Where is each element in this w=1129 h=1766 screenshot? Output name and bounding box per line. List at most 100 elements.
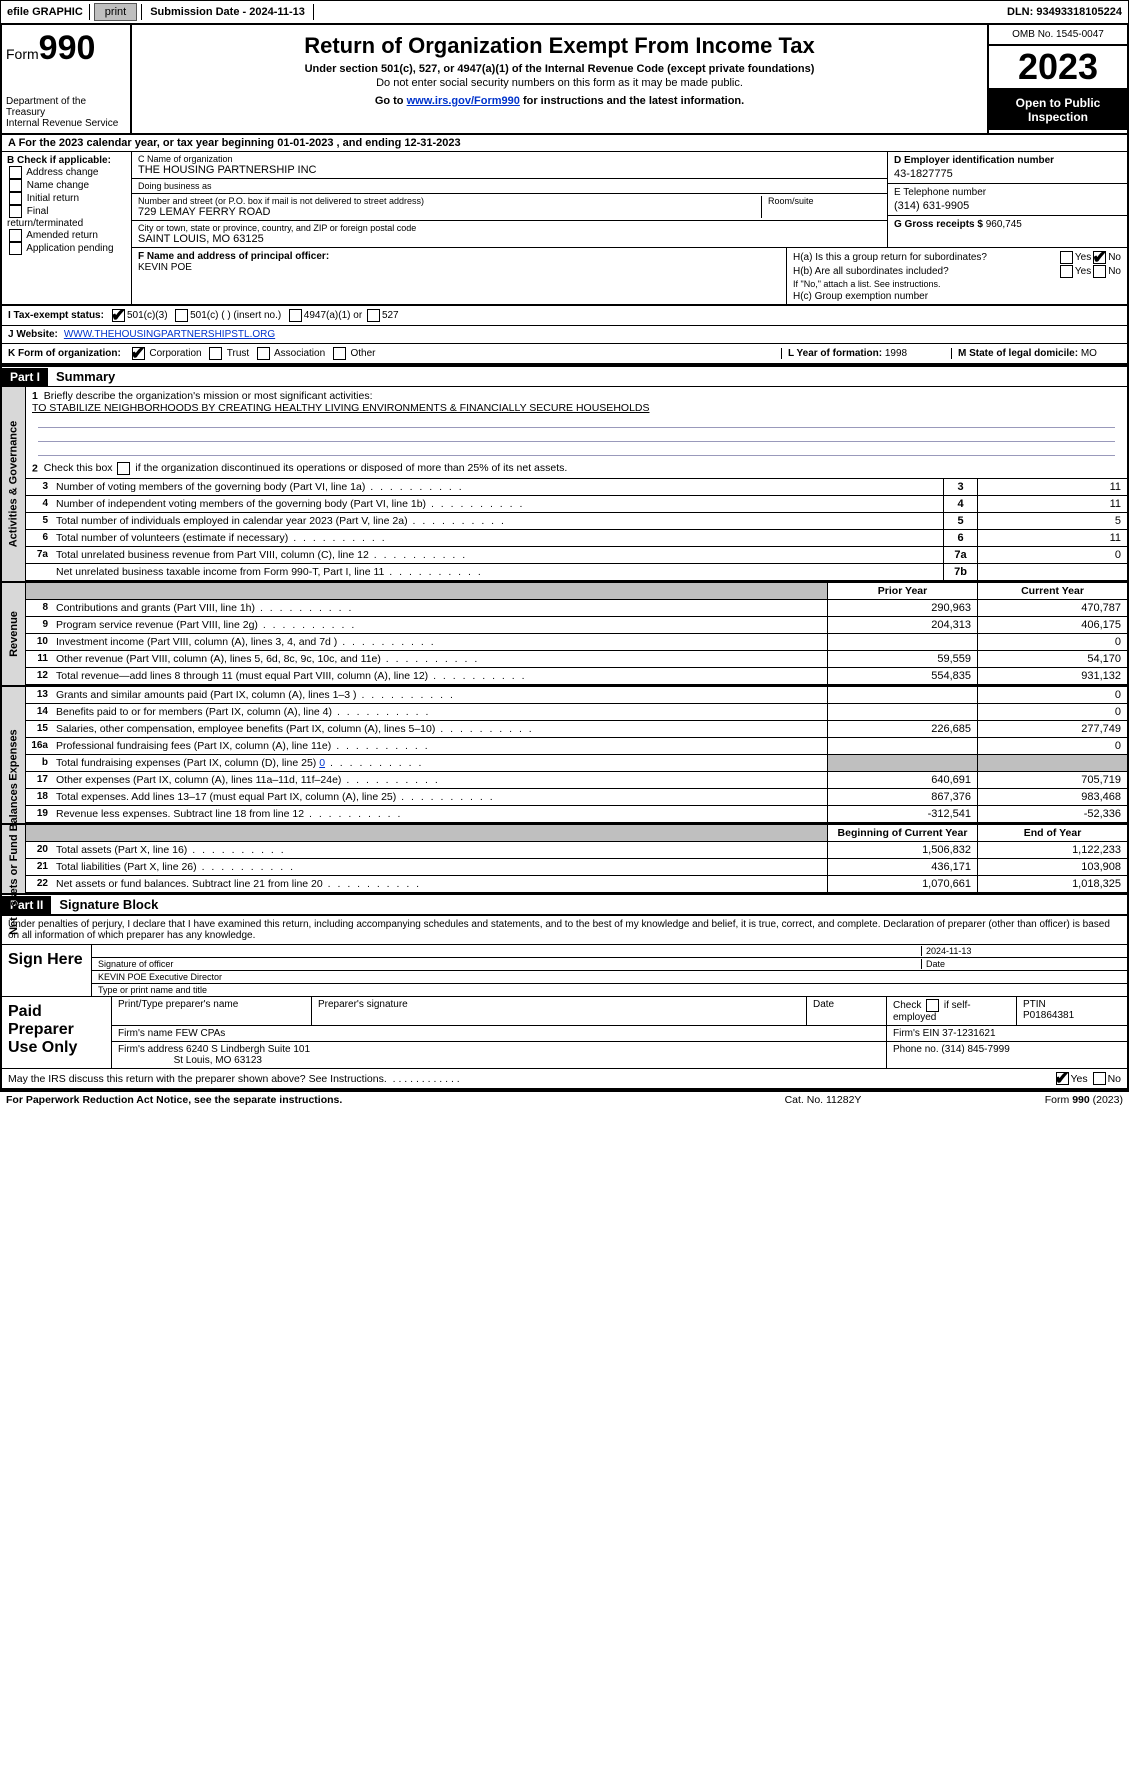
ha-no-checkbox[interactable] (1093, 251, 1106, 264)
row-num: 12 (26, 668, 52, 684)
dept-label: Department of the Treasury Internal Reve… (6, 96, 126, 129)
summary-row: 18Total expenses. Add lines 13–17 (must … (26, 789, 1127, 806)
summary-row: 9Program service revenue (Part VIII, lin… (26, 617, 1127, 634)
ptin-label: PTIN (1023, 999, 1046, 1010)
colb-checkbox[interactable] (9, 166, 22, 179)
other-label: Other (350, 348, 375, 359)
write-line (38, 414, 1115, 428)
sig-officer-label: Signature of officer (98, 959, 921, 969)
row-desc: Program service revenue (Part VIII, line… (52, 617, 827, 633)
colb-item: Final return/terminated (7, 205, 126, 229)
line2: 2 Check this box if the organization dis… (26, 459, 1127, 479)
col-b-header: B Check if applicable: (7, 155, 126, 166)
firm-ein-label: Firm's EIN (893, 1028, 942, 1039)
summary-row: 12Total revenue—add lines 8 through 11 (… (26, 668, 1127, 685)
efile-label: efile GRAPHIC (1, 4, 90, 20)
row-py: 554,835 (827, 668, 977, 684)
4947-checkbox[interactable] (289, 309, 302, 322)
ty-begin: 01-01-2023 (277, 137, 333, 149)
row-num: b (26, 755, 52, 771)
vlabel-netassets: Net Assets or Fund Balances (2, 825, 26, 893)
goto-link[interactable]: www.irs.gov/Form990 (407, 95, 520, 107)
vlabel-revenue: Revenue (2, 583, 26, 685)
hb-no-checkbox[interactable] (1093, 265, 1106, 278)
colb-checkbox[interactable] (9, 179, 22, 192)
firm-name-label: Firm's name (118, 1028, 175, 1039)
ha-yes-checkbox[interactable] (1060, 251, 1073, 264)
header-mid: Return of Organization Exempt From Incom… (132, 25, 989, 133)
phone-cell: E Telephone number (314) 631-9905 (888, 184, 1127, 216)
assoc-checkbox[interactable] (257, 347, 270, 360)
goto-line: Go to www.irs.gov/Form990 for instructio… (138, 95, 981, 107)
row-cy: -52,336 (977, 806, 1127, 822)
row-py: 640,691 (827, 772, 977, 788)
row-py (827, 634, 977, 650)
no-label-2: No (1108, 266, 1121, 277)
print-button[interactable]: print (94, 3, 137, 21)
527-label: 527 (382, 310, 399, 321)
other-checkbox[interactable] (333, 347, 346, 360)
colb-item: Application pending (7, 242, 126, 255)
write-line (38, 442, 1115, 456)
row-desc: Other revenue (Part VIII, column (A), li… (52, 651, 827, 667)
row-py (827, 687, 977, 703)
firm-addr2: St Louis, MO 63123 (174, 1055, 262, 1066)
irs-yes-checkbox[interactable] (1056, 1072, 1069, 1085)
row-desc: Number of voting members of the governin… (52, 479, 943, 495)
501c-checkbox[interactable] (175, 309, 188, 322)
ptin-cell: PTINP01864381 (1017, 997, 1127, 1025)
part1-badge: Part I (2, 368, 48, 386)
top-bar: efile GRAPHIC print Submission Date - 20… (0, 0, 1129, 24)
corp-label: Corporation (149, 348, 201, 359)
line2-checkbox[interactable] (117, 462, 130, 475)
colb-checkbox[interactable] (9, 192, 22, 205)
colb-checkbox[interactable] (9, 205, 22, 218)
row-num: 3 (26, 479, 52, 495)
firm-ein: 37-1231621 (942, 1028, 995, 1039)
hb-yes-checkbox[interactable] (1060, 265, 1073, 278)
row-val: 11 (977, 496, 1127, 512)
527-checkbox[interactable] (367, 309, 380, 322)
firm-phone-label: Phone no. (893, 1044, 941, 1055)
row-cy: 0 (977, 704, 1127, 720)
row-j: J Website: WWW.THEHOUSINGPARTNERSHIPSTL.… (0, 326, 1129, 344)
prep-date-label: Date (807, 997, 887, 1025)
end-year-header: End of Year (977, 825, 1127, 841)
colb-checkbox[interactable] (9, 242, 22, 255)
colb-checkbox[interactable] (9, 229, 22, 242)
corp-checkbox[interactable] (132, 347, 145, 360)
sig-date: 2024-11-13 (921, 946, 1121, 956)
row-num: 10 (26, 634, 52, 650)
website-link[interactable]: WWW.THEHOUSINGPARTNERSHIPSTL.ORG (64, 329, 275, 340)
org-name-row: C Name of organization THE HOUSING PARTN… (132, 152, 887, 179)
prior-year-header: Prior Year (827, 583, 977, 599)
summary-row: bTotal fundraising expenses (Part IX, co… (26, 755, 1127, 772)
row-num: 15 (26, 721, 52, 737)
row-num: 6 (26, 530, 52, 546)
row-desc: Number of independent voting members of … (52, 496, 943, 512)
city-label: City or town, state or province, country… (138, 223, 881, 233)
row-box: 3 (943, 479, 977, 495)
submission-date: Submission Date - 2024-11-13 (141, 4, 314, 20)
state-domicile: M State of legal domicile: MO (951, 348, 1121, 359)
row-num: 11 (26, 651, 52, 667)
trust-checkbox[interactable] (209, 347, 222, 360)
firm-name: FEW CPAs (175, 1028, 225, 1039)
vlabel-revenue-text: Revenue (8, 611, 20, 657)
write-line (38, 428, 1115, 442)
501c-label: 501(c) ( ) (insert no.) (190, 310, 281, 321)
row-num: 9 (26, 617, 52, 633)
row-desc: Total revenue—add lines 8 through 11 (mu… (52, 668, 827, 684)
website-label: J Website: (8, 329, 58, 340)
ein-label: D Employer identification number (894, 155, 1121, 166)
mission-text: TO STABILIZE NEIGHBORHOODS BY CREATING H… (32, 402, 650, 414)
header-left: Form990 Department of the Treasury Inter… (2, 25, 132, 133)
mission-block: 1 Briefly describe the organization's mi… (26, 387, 1127, 459)
inline-link[interactable]: 0 (319, 757, 325, 769)
irs-no-checkbox[interactable] (1093, 1072, 1106, 1085)
self-emp-checkbox[interactable] (926, 999, 939, 1012)
501c3-checkbox[interactable] (112, 309, 125, 322)
row-py (827, 704, 977, 720)
summary-row: 11Other revenue (Part VIII, column (A), … (26, 651, 1127, 668)
colb-item: Amended return (7, 229, 126, 242)
